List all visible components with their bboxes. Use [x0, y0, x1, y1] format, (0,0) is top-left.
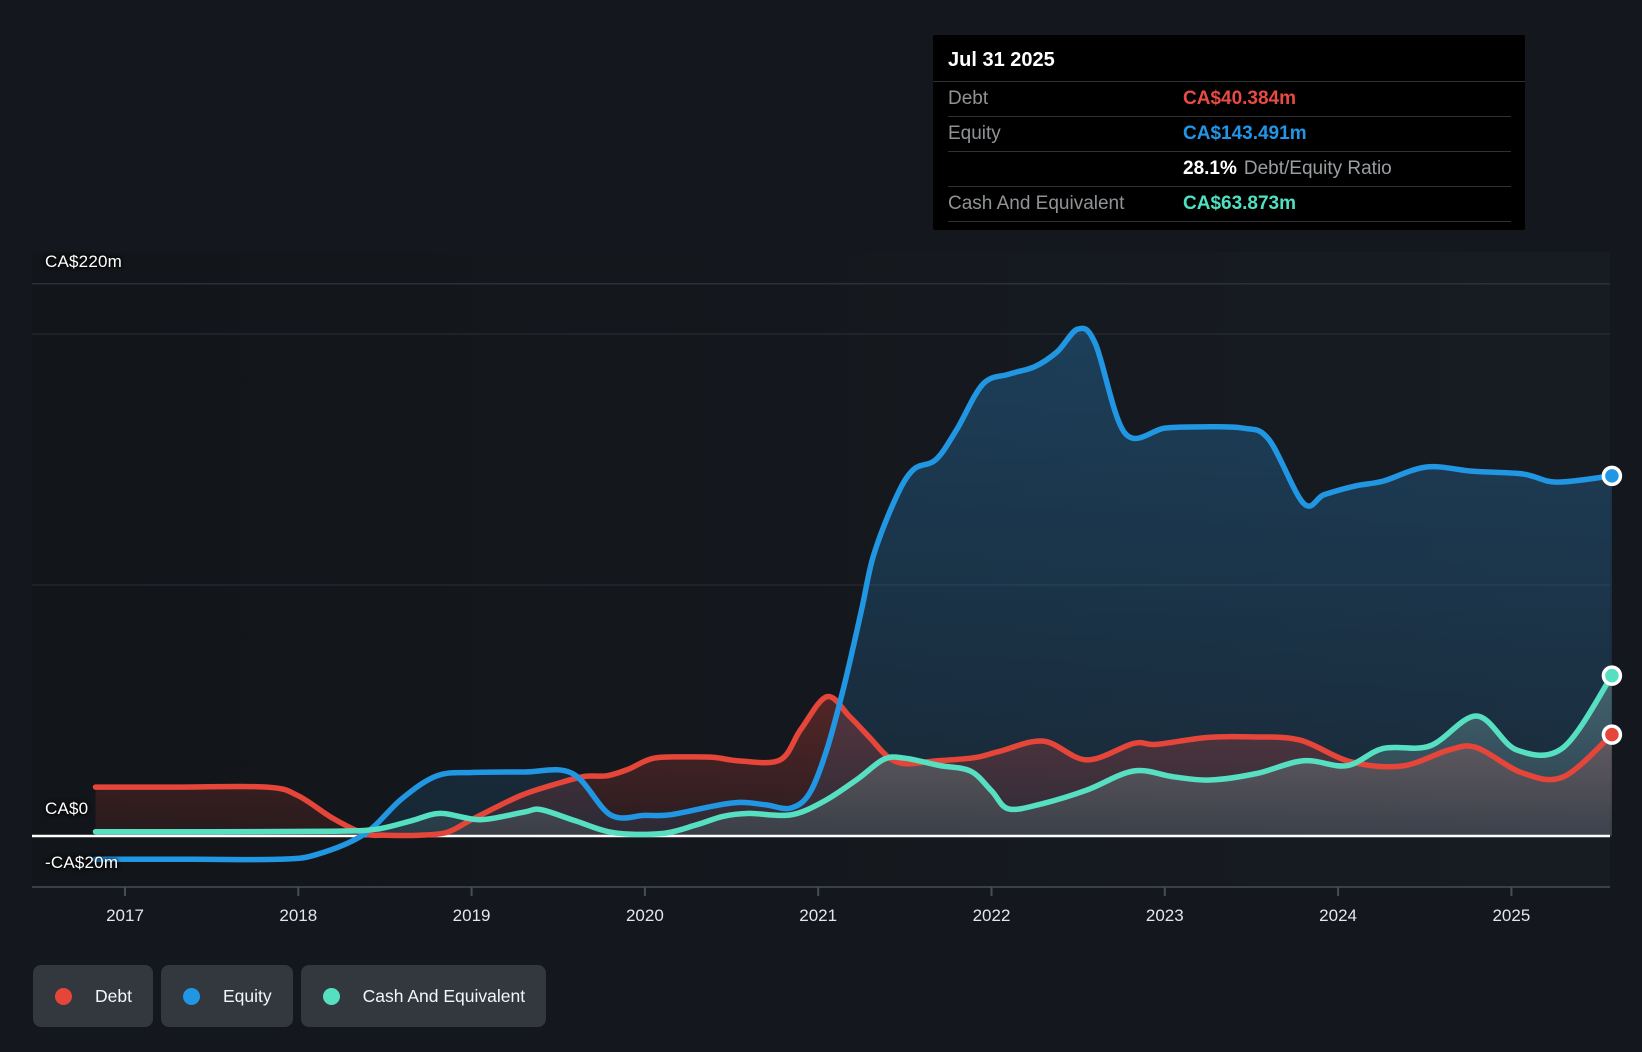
- x-year-label: 2023: [1145, 906, 1184, 925]
- legend-equity-label: Equity: [222, 985, 272, 1006]
- series-fill-equity: [95, 328, 1612, 836]
- tooltip-equity-label: Equity: [948, 123, 1001, 144]
- debt-dot-icon: [55, 987, 72, 1005]
- legend-debt-label: Debt: [95, 985, 132, 1006]
- tooltip-ratio-label: Debt/Equity Ratio: [1243, 158, 1392, 179]
- legend-item-debt[interactable]: Debt: [33, 965, 153, 1027]
- tooltip-cash-label: Cash And Equivalent: [948, 193, 1125, 214]
- legend-cash-label: Cash And Equivalent: [362, 985, 526, 1006]
- tooltip-debt-label: Debt: [948, 88, 989, 109]
- tooltip-row-ratio: 28.1% Debt/Equity Ratio: [948, 152, 1511, 187]
- tooltip-row-equity: Equity CA$143.491m: [948, 117, 1511, 152]
- series-lines: [92, 325, 1615, 863]
- legend-item-cash[interactable]: Cash And Equivalent: [300, 965, 547, 1027]
- y-axis-label-top: CA$220m: [45, 252, 122, 271]
- x-year-label: 2025: [1492, 906, 1531, 925]
- y-axis-label-bottom: -CA$20m: [45, 853, 119, 872]
- axis-ticks: [124, 887, 1513, 896]
- tooltip-equity-value: CA$143.491m: [1183, 123, 1307, 144]
- x-year-label: 2021: [799, 906, 838, 925]
- gridlines: [32, 283, 1610, 888]
- series-line-equity[interactable]: [92, 325, 1615, 863]
- y-axis-label-zero: CA$0: [45, 799, 89, 818]
- tooltip-cash-value: CA$63.873m: [1183, 193, 1297, 214]
- x-year-label: 2019: [452, 906, 491, 925]
- legend: Debt Equity Cash And Equivalent: [33, 965, 547, 1027]
- tooltip-row-cash: Cash And Equivalent CA$63.873m: [948, 187, 1511, 222]
- series-line-cash-and-equivalent[interactable]: [92, 672, 1615, 838]
- tooltip-panel: Jul 31 2025 Debt CA$40.384m Equity CA$14…: [933, 35, 1525, 230]
- series-end-markers: [1601, 465, 1623, 745]
- x-year-label: 2024: [1319, 906, 1358, 925]
- x-year-label: 2022: [972, 906, 1011, 925]
- equity-dot-icon: [182, 987, 200, 1005]
- end-marker-equity[interactable]: [1601, 465, 1623, 487]
- tooltip-row-debt: Debt CA$40.384m: [948, 82, 1511, 117]
- legend-item-equity[interactable]: Equity: [160, 965, 293, 1027]
- tooltip-ratio-value: 28.1%: [1183, 158, 1237, 179]
- x-year-label: 2018: [279, 906, 318, 925]
- cash-dot-icon: [322, 987, 340, 1005]
- series-fill-cash-and-equivalent: [95, 675, 1612, 836]
- tooltip-date: Jul 31 2025: [933, 35, 1525, 82]
- end-marker-cash-and-equivalent[interactable]: [1601, 665, 1623, 686]
- series-fills: [95, 328, 1612, 836]
- end-marker-debt[interactable]: [1601, 724, 1623, 745]
- tooltip-debt-value: CA$40.384m: [1183, 88, 1297, 109]
- series-line-debt[interactable]: [92, 693, 1615, 839]
- x-year-label: 2020: [625, 906, 664, 925]
- x-year-label: 2017: [106, 906, 144, 925]
